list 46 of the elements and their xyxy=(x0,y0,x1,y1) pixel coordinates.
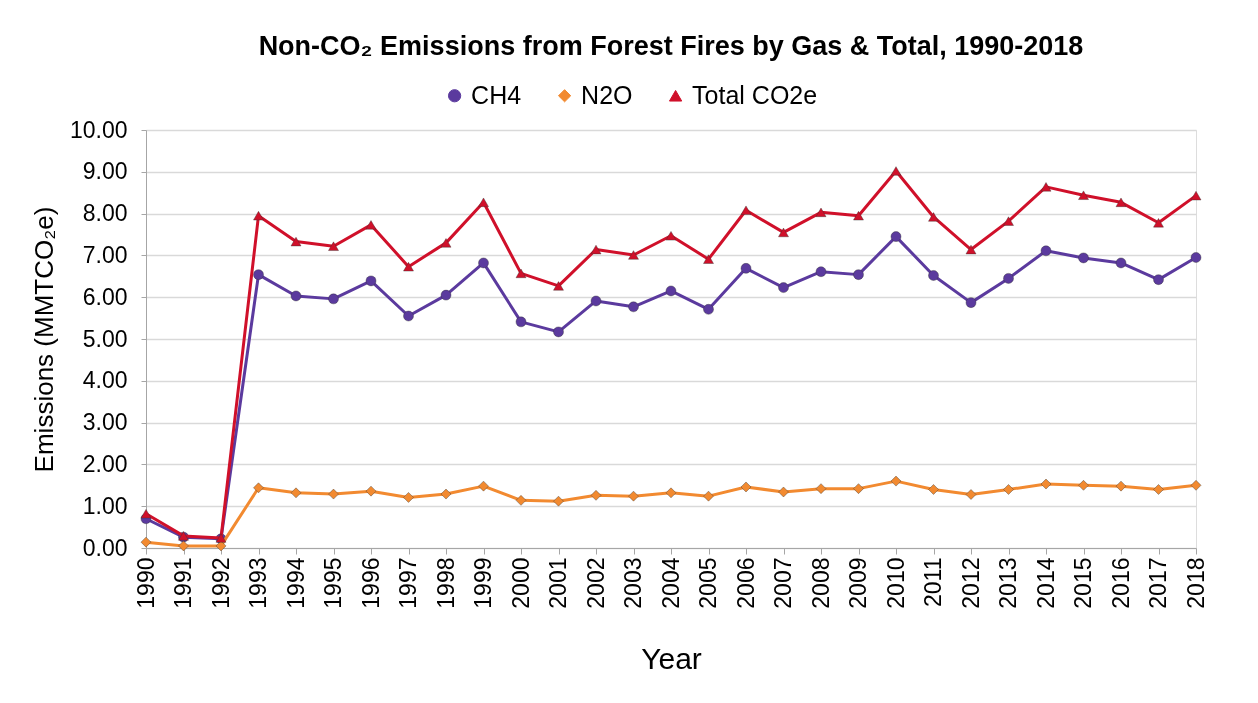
x-tick-label: 1998 xyxy=(432,557,459,609)
y-tick-label: 3.00 xyxy=(82,409,128,436)
x-tick-label: 1996 xyxy=(357,557,384,609)
x-tick-label: 1993 xyxy=(245,557,271,609)
x-tick-label: 2006 xyxy=(732,557,759,609)
x-tick-label: 1997 xyxy=(395,557,421,609)
x-tick-label: 1999 xyxy=(470,557,496,609)
legend-label: CH4 xyxy=(471,80,522,109)
y-tick-label: 6.00 xyxy=(82,283,128,310)
y-tick-label: 7.00 xyxy=(82,241,128,268)
x-tick-label: 2002 xyxy=(582,557,609,609)
y-tick-label: 5.00 xyxy=(82,325,128,352)
x-tick-label: 2007 xyxy=(770,557,796,609)
x-tick-label: 2014 xyxy=(1032,557,1059,609)
legend-label: N2O xyxy=(581,80,633,109)
x-tick-label: 1991 xyxy=(170,557,196,609)
x-tick-label: 2015 xyxy=(1070,557,1096,609)
legend-label: Total CO2e xyxy=(692,80,818,109)
chart-title: Non-CO₂ Emissions from Forest Fires by Gas & Total, 1990-2018 xyxy=(258,31,1084,61)
x-tick-label: 2000 xyxy=(507,557,534,609)
x-tick-label: 1992 xyxy=(207,557,234,609)
y-tick-label: 8.00 xyxy=(82,200,128,227)
x-tick-label: 2011 xyxy=(920,557,946,607)
x-tick-label: 2005 xyxy=(695,557,721,609)
x-tick-label: 2008 xyxy=(807,557,834,609)
y-tick-label: 2.00 xyxy=(82,450,128,477)
x-tick-label: 2004 xyxy=(657,557,684,609)
y-axis-title: Emissions (MMTCO₂e) xyxy=(28,206,59,473)
x-tick-label: 2013 xyxy=(995,557,1021,609)
x-tick-label: 2003 xyxy=(620,557,646,609)
y-tick-label: 4.00 xyxy=(82,367,128,394)
x-tick-label: 2012 xyxy=(957,557,984,609)
x-tick-label: 2017 xyxy=(1145,557,1171,609)
y-tick-label: 1.00 xyxy=(82,492,128,519)
x-tick-label: 1994 xyxy=(282,557,309,609)
x-tick-label: 1995 xyxy=(320,557,346,609)
y-tick-label: 10.00 xyxy=(69,116,128,143)
x-tick-label: 2016 xyxy=(1107,557,1134,609)
x-tick-label: 2010 xyxy=(882,557,909,609)
y-tick-label: 9.00 xyxy=(82,158,128,185)
x-tick-label: 2018 xyxy=(1182,557,1209,609)
y-tick-label: 0.00 xyxy=(82,534,128,561)
x-axis-title: Year xyxy=(641,641,702,675)
x-tick-label: 2009 xyxy=(845,557,871,609)
x-tick-label: 1990 xyxy=(132,557,159,609)
x-tick-label: 2001 xyxy=(545,557,571,609)
